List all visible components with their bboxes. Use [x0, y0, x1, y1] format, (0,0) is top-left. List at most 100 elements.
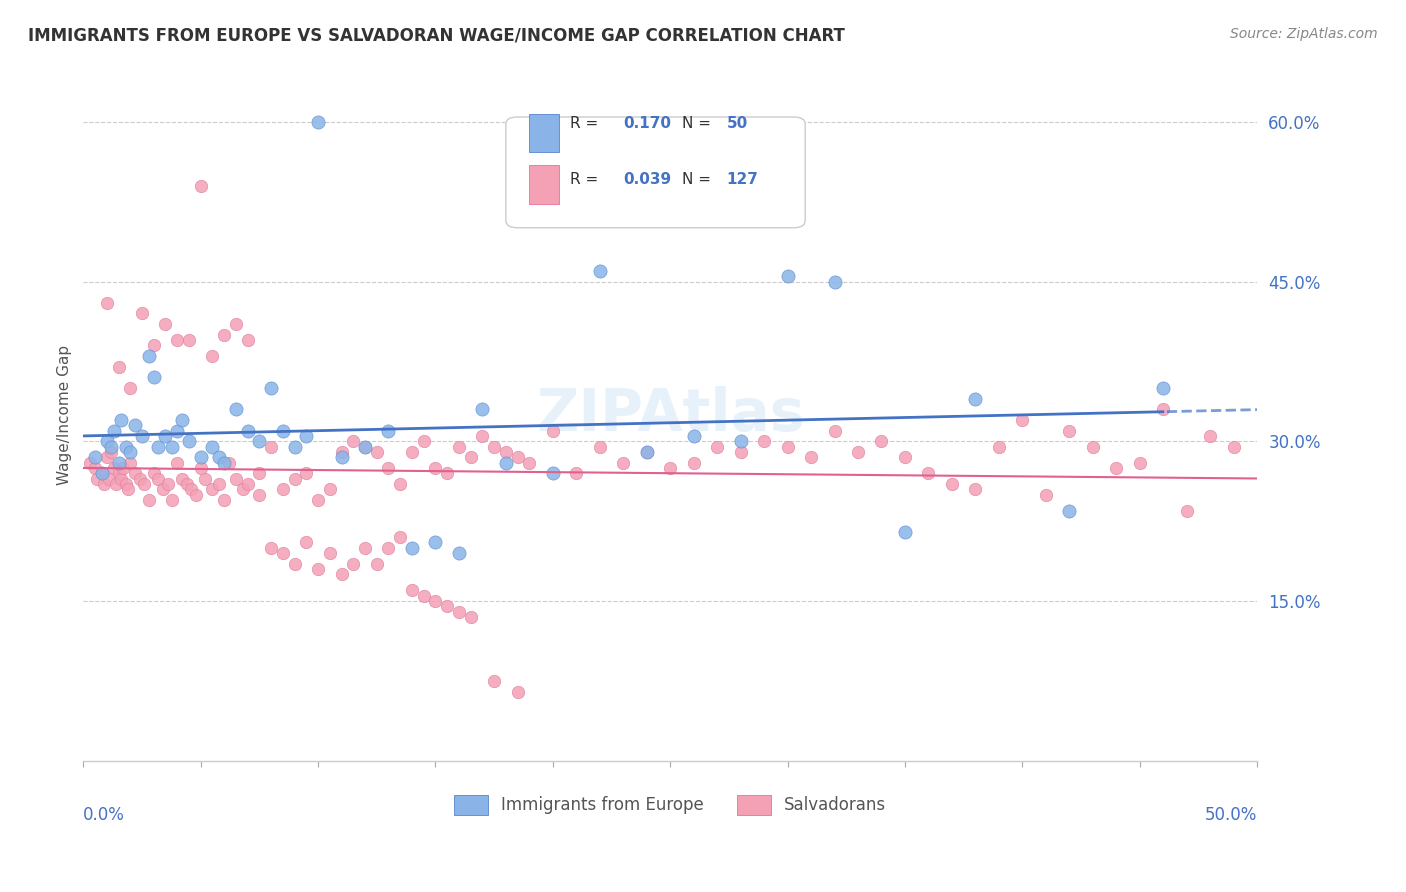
- Point: [1105, 461, 1128, 475]
- Point: [201, 349, 224, 363]
- Point: [495, 456, 517, 470]
- Point: [471, 429, 494, 443]
- Point: [659, 461, 682, 475]
- Point: [447, 605, 470, 619]
- FancyBboxPatch shape: [529, 113, 558, 152]
- Point: [247, 467, 270, 481]
- Point: [166, 333, 188, 347]
- Point: [495, 445, 517, 459]
- Point: [177, 434, 200, 449]
- Text: Source: ZipAtlas.com: Source: ZipAtlas.com: [1230, 27, 1378, 41]
- Point: [96, 450, 118, 465]
- Point: [79, 456, 101, 470]
- Point: [354, 440, 377, 454]
- Point: [1081, 440, 1104, 454]
- Point: [190, 450, 212, 465]
- Point: [247, 434, 270, 449]
- Point: [965, 482, 987, 496]
- Point: [162, 492, 184, 507]
- Point: [636, 445, 658, 459]
- Point: [389, 476, 412, 491]
- Point: [425, 461, 447, 475]
- Point: [110, 472, 132, 486]
- Point: [894, 450, 917, 465]
- Point: [1059, 503, 1081, 517]
- Point: [366, 445, 388, 459]
- Point: [377, 424, 399, 438]
- Point: [260, 541, 283, 555]
- Point: [342, 557, 364, 571]
- Text: IMMIGRANTS FROM EUROPE VS SALVADORAN WAGE/INCOME GAP CORRELATION CHART: IMMIGRANTS FROM EUROPE VS SALVADORAN WAG…: [28, 27, 845, 45]
- Point: [330, 445, 353, 459]
- Point: [447, 546, 470, 560]
- Point: [212, 492, 235, 507]
- Point: [284, 472, 307, 486]
- Point: [180, 482, 202, 496]
- Text: N =: N =: [682, 116, 716, 131]
- Point: [166, 456, 188, 470]
- Text: 50.0%: 50.0%: [1205, 805, 1257, 824]
- Point: [142, 370, 165, 384]
- Point: [166, 424, 188, 438]
- Point: [330, 567, 353, 582]
- Point: [212, 456, 235, 470]
- FancyBboxPatch shape: [529, 165, 558, 203]
- Point: [517, 456, 540, 470]
- Point: [100, 440, 122, 454]
- Point: [176, 476, 198, 491]
- Point: [506, 684, 529, 698]
- Point: [247, 487, 270, 501]
- Point: [482, 673, 505, 688]
- Point: [114, 440, 136, 454]
- Point: [184, 487, 207, 501]
- Point: [307, 492, 329, 507]
- Point: [612, 456, 634, 470]
- Point: [138, 492, 160, 507]
- Point: [730, 434, 752, 449]
- Point: [284, 440, 307, 454]
- Point: [120, 381, 142, 395]
- Point: [589, 264, 612, 278]
- Point: [541, 424, 564, 438]
- FancyBboxPatch shape: [506, 117, 806, 227]
- Point: [91, 467, 114, 481]
- Point: [103, 424, 125, 438]
- Point: [155, 317, 177, 331]
- Point: [142, 338, 165, 352]
- Point: [138, 349, 160, 363]
- Text: R =: R =: [571, 172, 603, 186]
- Point: [148, 440, 170, 454]
- Point: [225, 402, 247, 417]
- Legend: Immigrants from Europe, Salvadorans: Immigrants from Europe, Salvadorans: [447, 788, 893, 822]
- Point: [1129, 456, 1152, 470]
- Text: 0.170: 0.170: [623, 116, 671, 131]
- Point: [114, 476, 136, 491]
- Point: [232, 482, 254, 496]
- Point: [98, 472, 121, 486]
- Point: [401, 541, 423, 555]
- Point: [776, 269, 799, 284]
- Point: [366, 557, 388, 571]
- Point: [354, 541, 377, 555]
- Point: [776, 440, 799, 454]
- Point: [236, 476, 259, 491]
- Point: [142, 467, 165, 481]
- Point: [107, 359, 129, 374]
- Point: [752, 434, 775, 449]
- Point: [824, 275, 846, 289]
- Point: [389, 530, 412, 544]
- Text: 0.0%: 0.0%: [83, 805, 125, 824]
- Point: [201, 482, 224, 496]
- Point: [84, 461, 107, 475]
- Point: [131, 306, 153, 320]
- Point: [208, 476, 231, 491]
- Point: [170, 413, 193, 427]
- Point: [319, 546, 342, 560]
- Point: [96, 296, 118, 310]
- Point: [271, 546, 294, 560]
- Point: [105, 476, 128, 491]
- Point: [201, 440, 224, 454]
- Point: [260, 440, 283, 454]
- Point: [295, 429, 318, 443]
- Point: [682, 456, 704, 470]
